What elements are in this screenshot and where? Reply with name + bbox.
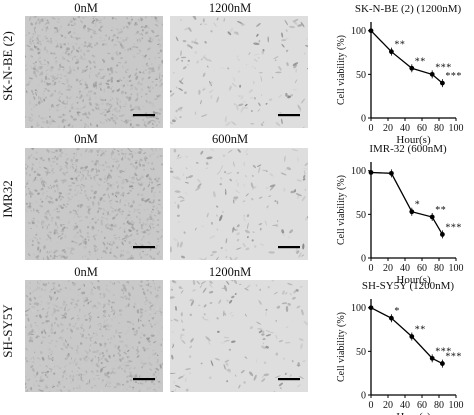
x-axis-label: Hour(s): [396, 134, 431, 146]
y-tick-label: 50: [356, 210, 366, 221]
x-tick-label: 60: [417, 400, 427, 411]
y-tick-label: 0: [361, 114, 366, 125]
data-point: [429, 214, 435, 220]
data-point: [368, 305, 374, 311]
data-point: [409, 334, 415, 339]
viability-chart-1: SK-N-BE (2) (1200nM) 0 50 100 0 20 40 60 80 100 Ho…: [336, 3, 464, 146]
x-tick-label: 80: [434, 123, 444, 134]
y-tick-label: 100: [351, 166, 366, 177]
x-tick-label: 60: [417, 123, 427, 134]
x-axis-label: Hour(s): [396, 274, 431, 286]
row-label-3: SH-SY5Y: [0, 304, 15, 358]
significance-label: *: [394, 306, 400, 317]
x-tick-label: 20: [383, 400, 393, 411]
micrograph-shsy5y-treated: [170, 280, 308, 392]
x-axis-label: Hour(s): [396, 411, 431, 415]
y-axis-label: Cell viability (%): [336, 35, 347, 105]
x-tick-label: 60: [417, 263, 427, 274]
data-point: [389, 170, 394, 176]
significance-label: ***: [445, 71, 462, 82]
micrograph-sknbe2-control: [25, 16, 163, 128]
y-tick-label: 50: [356, 347, 366, 358]
treated-label-3: 1200nM: [208, 265, 252, 279]
chart-title: SH-SY5Y (1200nM): [362, 280, 455, 292]
y-tick-label: 0: [361, 254, 366, 265]
micrograph-imr32-control: [25, 148, 163, 260]
control-label-1: 0nM: [74, 1, 98, 15]
micrograph-shsy5y-control: [25, 280, 163, 392]
row-label-1: SK-N-BE (2): [0, 31, 15, 101]
significance-label: **: [415, 325, 426, 336]
treated-label-2: 600nM: [211, 132, 249, 146]
data-point: [429, 71, 435, 77]
data-point: [429, 355, 435, 361]
scale-bar: [133, 378, 155, 381]
treated-label-1: 1200nM: [208, 1, 252, 15]
data-point: [368, 28, 374, 34]
significance-label: ***: [445, 222, 462, 233]
significance-label: ***: [435, 346, 452, 357]
control-label-2: 0nM: [74, 132, 98, 146]
significance-label: ***: [435, 62, 452, 73]
x-tick-label: 80: [434, 400, 444, 411]
x-tick-label: 100: [449, 400, 464, 411]
y-axis-label: Cell viability (%): [336, 175, 347, 245]
scale-bar: [278, 378, 300, 381]
data-point: [409, 65, 415, 71]
chart-title: SK-N-BE (2) (1200nM): [355, 3, 462, 15]
y-tick-label: 0: [361, 391, 366, 402]
data-point: [440, 361, 445, 366]
y-tick-label: 100: [351, 303, 366, 314]
data-point: [409, 209, 415, 215]
x-tick-label: 20: [383, 123, 393, 134]
significance-label: **: [435, 205, 446, 216]
viability-chart-2: IMR-32 (600nM) 0 50 100 0 20 40 60 80 100 Hour(s) C…: [336, 143, 464, 286]
significance-label: **: [415, 56, 426, 67]
y-tick-label: 100: [351, 26, 366, 37]
data-point: [440, 80, 445, 86]
scale-bar: [278, 246, 300, 249]
x-tick-label: 100: [449, 263, 464, 274]
chart-title: IMR-32 (600nM): [369, 143, 447, 155]
series-line: [370, 307, 443, 365]
data-point: [389, 49, 394, 55]
data-point: [368, 170, 374, 175]
micrograph-sknbe2-treated: [170, 16, 308, 128]
data-point: [389, 315, 394, 321]
x-tick-label: 0: [369, 400, 374, 411]
x-tick-label: 40: [400, 123, 410, 134]
data-point: [440, 232, 445, 237]
y-tick-label: 50: [356, 70, 366, 81]
y-axis-label: Cell viability (%): [336, 312, 347, 382]
control-label-3: 0nM: [74, 265, 98, 279]
x-tick-label: 20: [383, 263, 393, 274]
micrograph-imr32-treated: [170, 148, 308, 260]
significance-label: ***: [445, 352, 462, 363]
scale-bar: [278, 114, 300, 117]
significance-label: *: [415, 200, 421, 211]
x-tick-label: 40: [400, 263, 410, 274]
x-tick-label: 0: [369, 123, 374, 134]
row-label-2: IMR32: [0, 180, 15, 218]
series-line: [370, 171, 443, 235]
x-tick-label: 100: [449, 123, 464, 134]
x-tick-label: 80: [434, 263, 444, 274]
x-tick-label: 40: [400, 400, 410, 411]
scale-bar: [133, 246, 155, 249]
significance-label: **: [394, 40, 405, 51]
scale-bar: [133, 114, 155, 117]
x-tick-label: 0: [369, 263, 374, 274]
viability-chart-3: SH-SY5Y (1200nM) 0 50 100 0 20 40 60 80 100 Hour(s…: [336, 280, 464, 415]
